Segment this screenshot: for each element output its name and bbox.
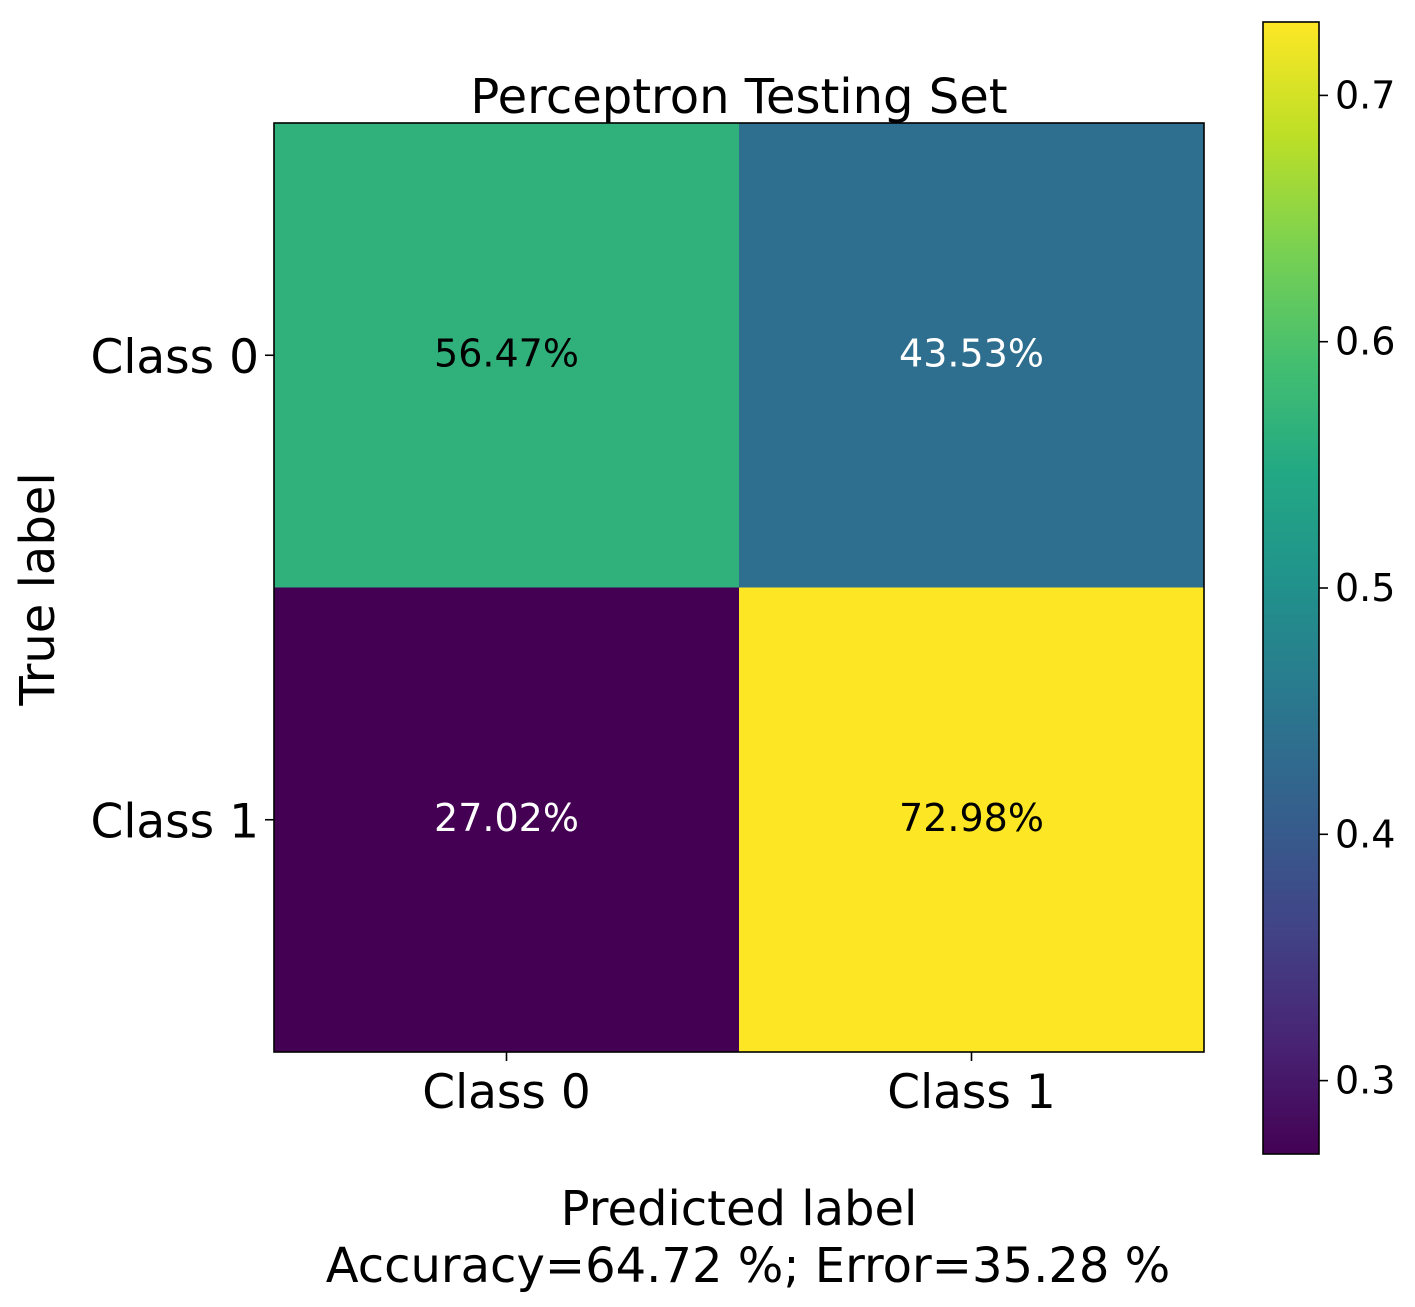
y-axis-label: True label — [10, 472, 66, 706]
x-axis-ticks: Class 0 Class 1 — [422, 1052, 1056, 1120]
heatmap-cell-r0-c0 — [274, 123, 740, 588]
cell-label-r0-c1: 43.53% — [899, 331, 1044, 375]
chart-title: Perceptron Testing Set — [470, 69, 1007, 125]
x-axis-sublabel: Accuracy=64.72 %; Error=35.28 % — [326, 1238, 1171, 1294]
heatmap-cell-r1-c0 — [274, 587, 740, 1053]
heatmap-cell-r1-c1 — [739, 587, 1205, 1053]
plot-frame — [273, 122, 1205, 1053]
y-tick-label: Class 0 — [91, 330, 260, 385]
x-axis-label: Predicted label — [561, 1181, 918, 1237]
colorbar-tick-label: 0.3 — [1335, 1059, 1395, 1103]
x-tick-label: Class 1 — [887, 1065, 1056, 1120]
y-axis-ticks: Class 0 Class 1 — [91, 330, 274, 849]
heatmap-cell-labels: 56.47% 43.53% 27.02% 72.98% — [434, 331, 1044, 840]
colorbar-tick-label: 0.7 — [1335, 73, 1395, 117]
colorbar-ticks: 0.3 0.4 0.5 0.6 0.7 — [1319, 73, 1395, 1103]
cell-label-r1-c0: 27.02% — [434, 796, 579, 840]
cell-label-r0-c0: 56.47% — [434, 331, 579, 375]
colorbar-tick-label: 0.6 — [1335, 320, 1395, 364]
x-tick-label: Class 0 — [422, 1065, 591, 1120]
heatmap-cell-r0-c1 — [739, 123, 1205, 588]
y-tick-label: Class 1 — [91, 794, 260, 849]
heatmap-cells — [274, 123, 1205, 1053]
cell-label-r1-c1: 72.98% — [899, 796, 1044, 840]
colorbar-tick-label: 0.4 — [1335, 812, 1395, 856]
colorbar-tick-label: 0.5 — [1335, 566, 1395, 610]
colorbar-gradient — [1263, 22, 1319, 1154]
